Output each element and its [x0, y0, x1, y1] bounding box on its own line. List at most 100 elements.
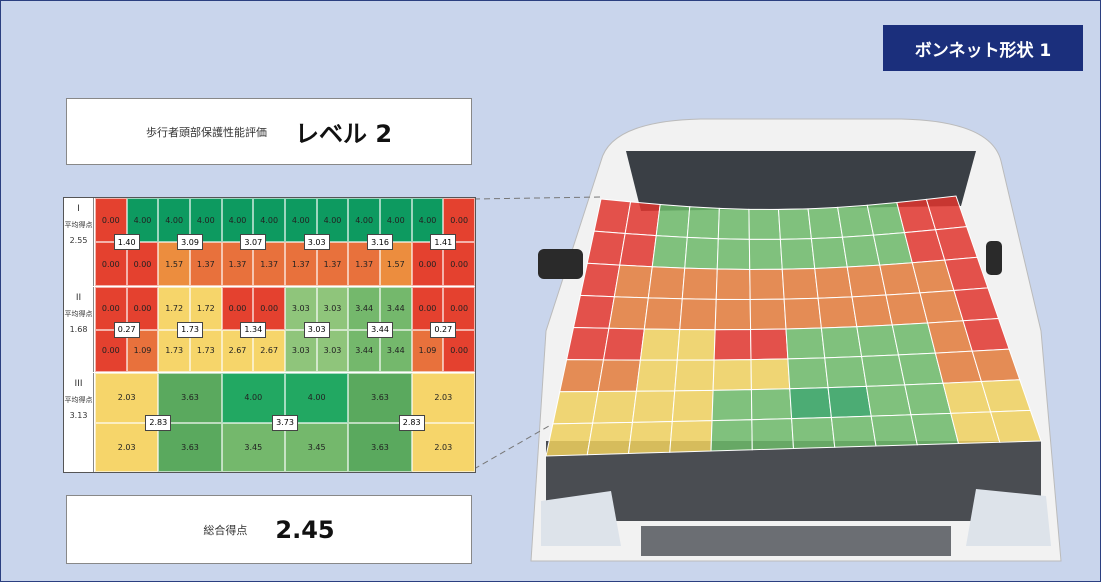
hood-zone: [643, 297, 683, 330]
mirror: [986, 241, 1002, 275]
hood-zone: [748, 208, 781, 240]
hood-zone: [624, 201, 661, 237]
hood-zone: [817, 296, 858, 329]
headlight: [966, 489, 1051, 546]
average-box: 3.73: [272, 414, 298, 431]
zone-average: 3.13: [69, 411, 88, 420]
average-box: 1.40: [113, 234, 140, 250]
hood-zone: [789, 387, 832, 420]
hood-zone: [651, 235, 688, 269]
average-box: 0.27: [430, 321, 457, 338]
score-cell: 3.03: [316, 329, 349, 372]
hood-zone: [851, 294, 893, 328]
score-cell: 4.00: [285, 198, 317, 242]
hood-zone: [830, 415, 877, 448]
score-cell: 4.00: [221, 198, 254, 242]
score-cell: 4.00: [221, 373, 285, 423]
hood-zone: [989, 409, 1042, 443]
average-box: 1.34: [240, 321, 267, 338]
windshield: [626, 151, 976, 211]
zone-label: II 平均得点 1.68: [64, 287, 94, 372]
hood-zone: [750, 328, 789, 361]
average-box: 3.09: [177, 234, 203, 250]
zone-label: III 平均得点 3.13: [64, 373, 94, 472]
hood-zone: [592, 390, 637, 424]
hood-zone: [631, 390, 676, 423]
avg-label: 平均得点: [64, 310, 93, 318]
hood-zone: [791, 416, 836, 450]
hood-zone: [910, 412, 960, 446]
grille: [641, 526, 951, 556]
zone-name: II: [75, 293, 82, 303]
hood-zone: [846, 264, 887, 298]
average-box: 3.44: [367, 321, 393, 338]
hood-zone: [681, 267, 718, 300]
hood-zone: [566, 326, 610, 361]
engine-bay: [546, 441, 1041, 521]
hood-zone: [783, 297, 822, 330]
average-box: 3.07: [240, 234, 267, 250]
score-cell: 3.63: [158, 373, 222, 423]
score-cell: 1.72: [190, 287, 222, 330]
score-cell: 3.63: [348, 373, 412, 423]
rating-label: 歩行者頭部保護性能評価: [145, 125, 267, 139]
hood-zone: [671, 389, 714, 423]
avg-label: 平均得点: [64, 396, 93, 404]
hood-zone: [810, 236, 848, 269]
score-cell: 0.00: [443, 242, 475, 286]
score-cell: 3.63: [158, 422, 222, 472]
rating-level: レベル 2: [294, 120, 393, 148]
average-box: 1.41: [430, 234, 457, 250]
score-cell: 1.37: [316, 242, 349, 286]
score-cell: 1.37: [221, 242, 254, 286]
hood-zone: [716, 238, 751, 270]
zone-average: 1.68: [69, 325, 88, 334]
hood-zone: [635, 359, 678, 392]
average-box: 2.83: [398, 414, 425, 431]
average-box: 3.16: [367, 234, 393, 250]
hood-zone: [593, 198, 632, 235]
average-box: 3.03: [303, 234, 330, 250]
score-cell: 3.03: [285, 329, 317, 372]
hood-zone: [865, 384, 912, 417]
hood-zone: [781, 267, 819, 300]
hood-zone: [545, 422, 594, 457]
hood-zone: [827, 385, 872, 418]
hood-zone: [749, 298, 787, 331]
hood-zone: [559, 359, 605, 393]
hood-zone: [785, 327, 826, 360]
hood-zone: [602, 327, 645, 361]
mirror: [538, 249, 583, 279]
score-cell: 3.63: [348, 422, 412, 472]
hood-zone: [684, 236, 719, 270]
hood-zone: [814, 266, 853, 299]
hood-zone: [676, 328, 716, 361]
hood-zone: [674, 359, 715, 392]
hood-zone: [861, 354, 906, 387]
hood-zone: [619, 232, 657, 268]
score-cell: 2.03: [95, 373, 159, 423]
zone-name: III: [74, 379, 83, 389]
hood-zone: [750, 358, 791, 391]
total-value: 2.45: [275, 515, 335, 544]
total-label: 総合得点: [203, 523, 248, 537]
hood-zone: [647, 266, 686, 300]
leader-line: [473, 425, 550, 470]
score-cell: 2.03: [95, 422, 159, 472]
score-cell: 0.00: [126, 287, 159, 330]
hood-zone: [750, 388, 793, 421]
score-cell: 3.45: [285, 422, 349, 472]
leader-line: [473, 196, 602, 200]
average-box: 3.03: [303, 321, 330, 338]
average-box: 2.83: [145, 414, 172, 431]
avg-label: 平均得点: [64, 221, 93, 229]
hood-zone: [639, 328, 681, 361]
hood-zone: [717, 207, 750, 240]
hood-zone: [608, 296, 649, 330]
zone-label: I 平均得点 2.55: [64, 198, 94, 286]
hood-zone: [710, 419, 753, 452]
hood-zone: [715, 268, 751, 300]
hood-zone: [579, 262, 621, 298]
